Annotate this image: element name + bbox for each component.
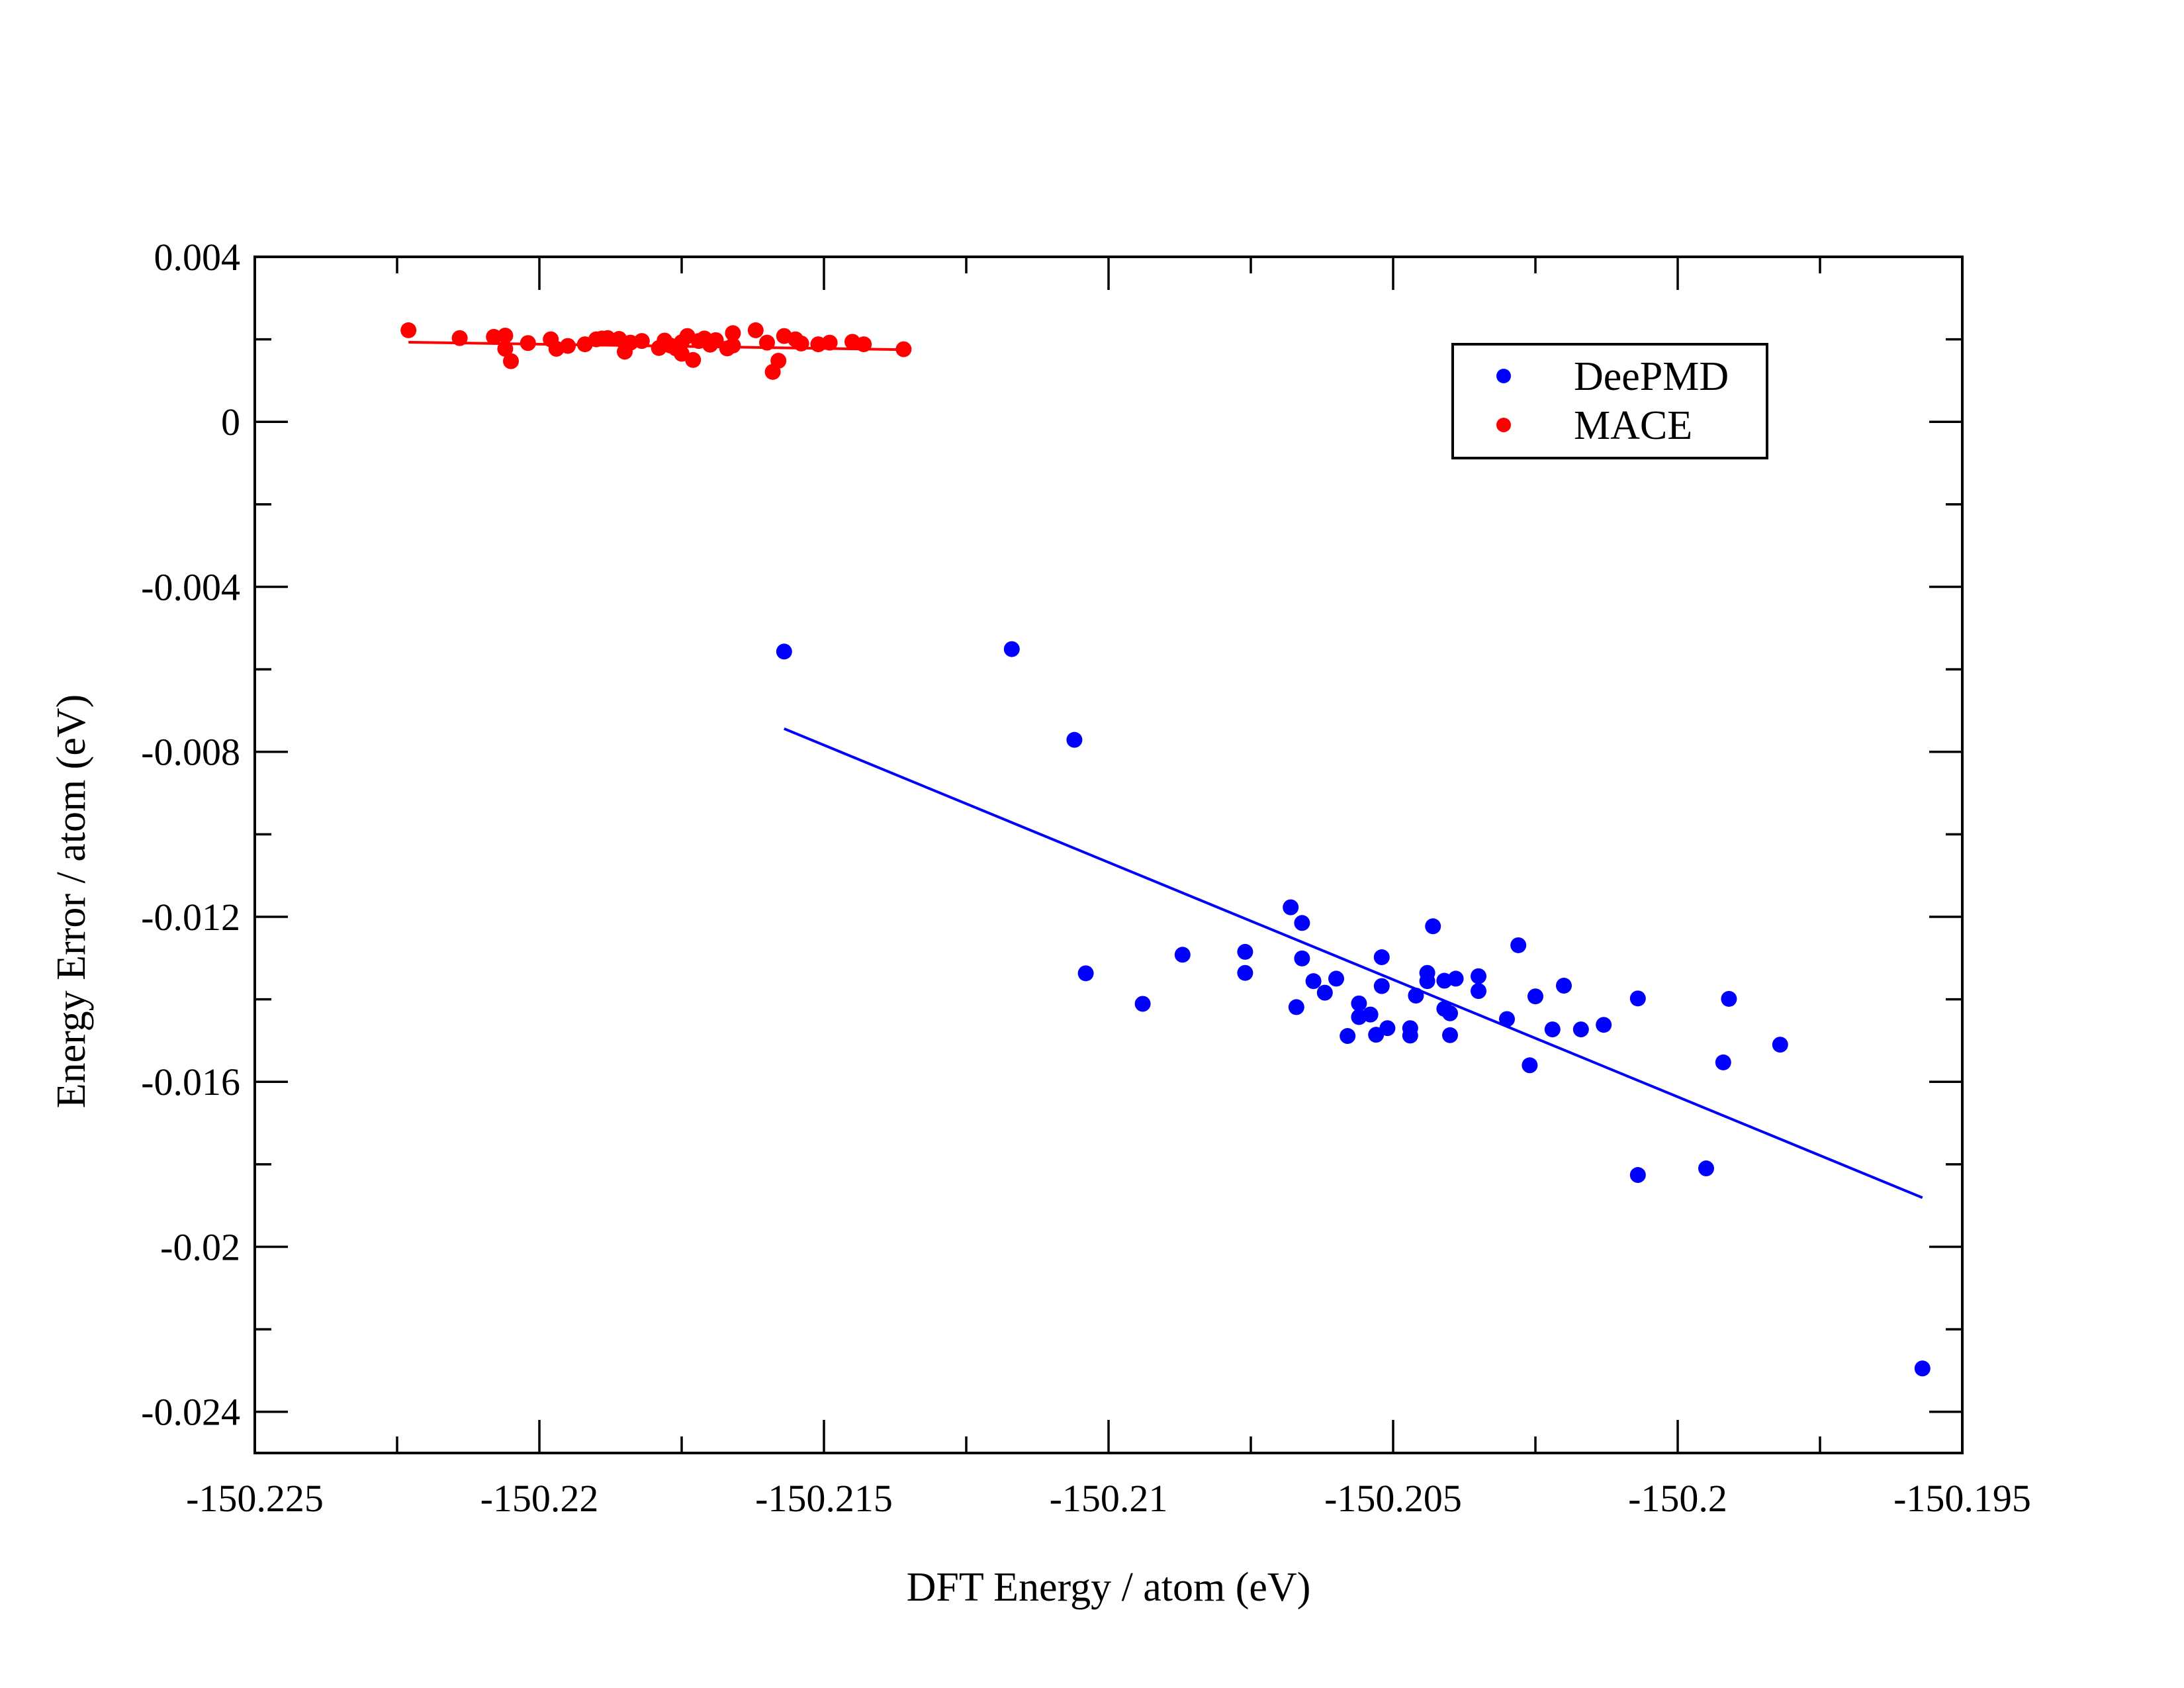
deepmd-point bbox=[1362, 1006, 1379, 1023]
deepmd-point bbox=[1629, 1167, 1646, 1184]
deepmd-point bbox=[1522, 1057, 1538, 1074]
deepmd-point bbox=[1471, 983, 1486, 1000]
deepmd-point bbox=[1294, 915, 1310, 931]
deepmd-point bbox=[1294, 950, 1310, 966]
deepmd-point bbox=[1510, 937, 1527, 953]
deepmd-point bbox=[1715, 1054, 1731, 1070]
x-tick-label: -150.205 bbox=[1324, 1477, 1462, 1520]
deepmd-point bbox=[1447, 970, 1464, 987]
deepmd-point bbox=[1328, 970, 1344, 987]
deepmd-point bbox=[1698, 1160, 1714, 1177]
deepmd-point bbox=[1408, 987, 1424, 1004]
legend-marker-deepmd bbox=[1496, 369, 1511, 383]
x-tick-label: -150.2 bbox=[1628, 1477, 1727, 1520]
mace-point bbox=[707, 332, 724, 348]
deepmd-point bbox=[1077, 965, 1094, 982]
mace-point bbox=[451, 330, 468, 346]
y-tick-label: 0 bbox=[221, 400, 240, 444]
deepmd-point bbox=[1914, 1360, 1931, 1377]
deepmd-point bbox=[1066, 731, 1083, 748]
deepmd-point bbox=[1629, 990, 1646, 1007]
deepmd-point bbox=[1572, 1021, 1589, 1038]
deepmd-point bbox=[1442, 1027, 1458, 1043]
deepmd-point bbox=[1288, 999, 1304, 1015]
deepmd-point bbox=[1556, 978, 1572, 994]
mace-point bbox=[520, 335, 536, 352]
x-tick-label: -150.215 bbox=[755, 1477, 893, 1520]
y-tick-label: 0.004 bbox=[154, 236, 241, 279]
x-axis-title: DFT Energy / atom (eV) bbox=[907, 1565, 1311, 1610]
y-tick-label: -0.008 bbox=[141, 731, 240, 774]
mace-point bbox=[856, 336, 872, 353]
deepmd-point bbox=[1419, 973, 1435, 990]
legend-marker-mace bbox=[1496, 418, 1511, 432]
deepmd-fit-line bbox=[784, 727, 1923, 1199]
y-tick-label: -0.004 bbox=[141, 565, 240, 608]
deepmd-point bbox=[1499, 1011, 1515, 1027]
x-tick-label: -150.21 bbox=[1050, 1477, 1168, 1520]
plot-frame bbox=[253, 256, 1964, 1454]
mace-point bbox=[497, 328, 514, 344]
deepmd-point bbox=[1721, 990, 1737, 1007]
mace-point bbox=[725, 325, 741, 342]
legend: DeePMD MACE bbox=[1451, 343, 1768, 459]
deepmd-point bbox=[776, 643, 792, 660]
mace-point bbox=[633, 333, 650, 350]
mace-point bbox=[770, 353, 787, 369]
deepmd-point bbox=[1471, 968, 1486, 984]
mace-point bbox=[685, 352, 702, 368]
y-axis-title: Energy Error / atom (eV) bbox=[49, 694, 94, 1109]
y-tick-label: -0.02 bbox=[160, 1225, 240, 1268]
deepmd-point bbox=[1305, 973, 1322, 990]
mace-point bbox=[503, 353, 519, 369]
x-tick-label: -150.195 bbox=[1893, 1477, 2031, 1520]
deepmd-point bbox=[1340, 1028, 1356, 1045]
legend-label-mace: MACE bbox=[1574, 403, 1692, 448]
data-points bbox=[400, 322, 1931, 1377]
deepmd-point bbox=[1425, 918, 1441, 935]
deepmd-point bbox=[1596, 1017, 1612, 1033]
mace-point bbox=[400, 322, 417, 338]
mace-point bbox=[895, 341, 912, 357]
y-tick-label: -0.016 bbox=[141, 1060, 240, 1103]
axes: -150.225 -150.22 -150.215 -150.21 -150.205 -1… bbox=[141, 236, 2031, 1520]
legend-box bbox=[1451, 343, 1768, 459]
mace-point bbox=[747, 322, 764, 338]
deepmd-point bbox=[1237, 964, 1253, 981]
mace-point bbox=[759, 334, 775, 351]
deepmd-point bbox=[1373, 978, 1390, 994]
mace-point bbox=[497, 340, 514, 357]
mace-point bbox=[560, 338, 576, 354]
mace-point bbox=[600, 330, 616, 346]
deepmd-point bbox=[1379, 1020, 1396, 1037]
deepmd-point bbox=[1174, 947, 1191, 963]
deepmd-point bbox=[1316, 984, 1333, 1001]
deepmd-point bbox=[1237, 943, 1253, 960]
deepmd-point bbox=[1003, 641, 1020, 657]
deepmd-point bbox=[1351, 995, 1367, 1011]
deepmd-point bbox=[1772, 1037, 1788, 1053]
deepmd-point bbox=[1544, 1021, 1561, 1038]
legend-label-deepmd: DeePMD bbox=[1574, 354, 1729, 399]
mace-point bbox=[821, 334, 838, 351]
mace-point bbox=[725, 337, 741, 353]
deepmd-point bbox=[1402, 1027, 1418, 1044]
y-tick-label: -0.012 bbox=[141, 896, 240, 939]
y-tick-label: -0.024 bbox=[141, 1391, 240, 1434]
deepmd-point bbox=[1527, 988, 1543, 1005]
deepmd-point bbox=[1442, 1005, 1458, 1021]
mace-point bbox=[793, 335, 809, 352]
x-tick-label: -150.225 bbox=[186, 1477, 324, 1520]
deepmd-point bbox=[1134, 996, 1151, 1012]
deepmd-point bbox=[1283, 899, 1299, 915]
x-tick-label: -150.22 bbox=[480, 1477, 599, 1520]
deepmd-point bbox=[1373, 949, 1390, 966]
